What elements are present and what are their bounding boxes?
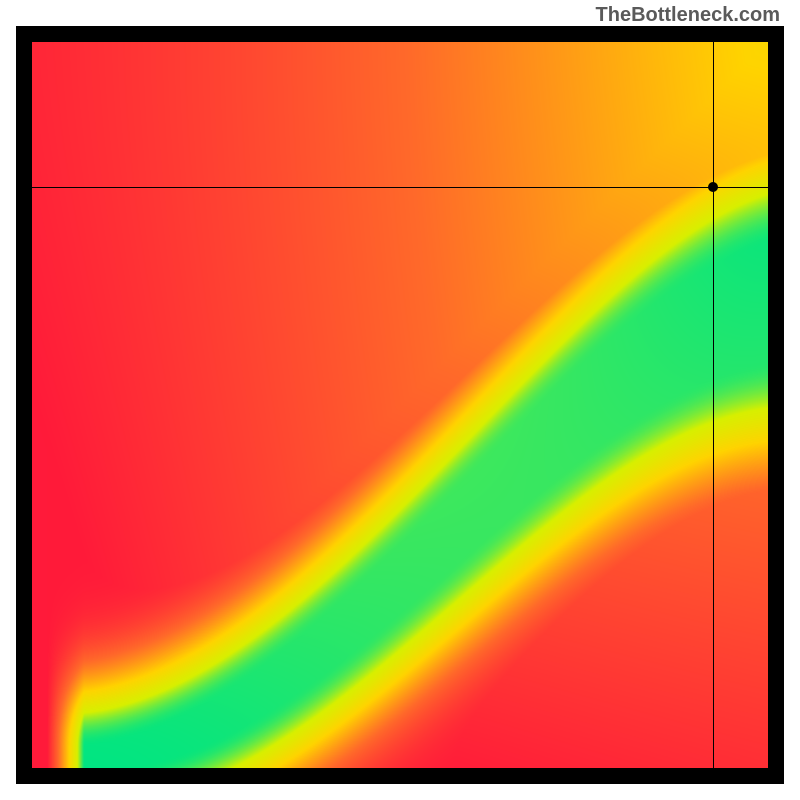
crosshair-vertical — [713, 42, 714, 768]
bottleneck-heatmap — [32, 42, 768, 768]
chart-frame — [16, 26, 784, 784]
crosshair-marker — [708, 182, 718, 192]
crosshair-horizontal — [32, 187, 768, 188]
watermark-text: TheBottleneck.com — [596, 4, 780, 27]
